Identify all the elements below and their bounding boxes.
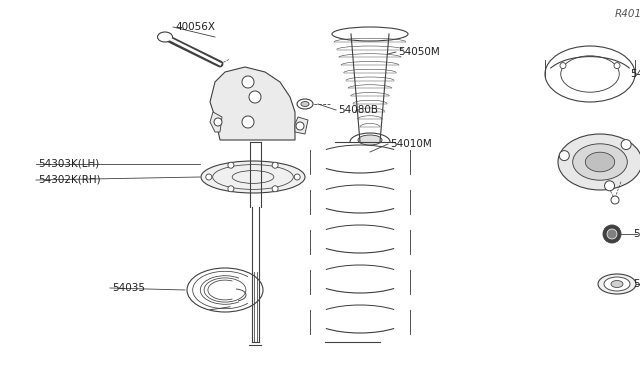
Polygon shape — [210, 67, 295, 140]
Circle shape — [294, 174, 300, 180]
Circle shape — [614, 62, 620, 68]
Text: 54325: 54325 — [630, 69, 640, 79]
Circle shape — [242, 76, 254, 88]
Ellipse shape — [611, 280, 623, 288]
Text: 54035: 54035 — [112, 283, 145, 293]
Circle shape — [607, 229, 617, 239]
Circle shape — [228, 162, 234, 168]
Circle shape — [214, 118, 222, 126]
Text: 54302K(RH): 54302K(RH) — [38, 175, 100, 185]
Ellipse shape — [558, 134, 640, 190]
Text: 54010M: 54010M — [390, 139, 432, 149]
Text: R401002E: R401002E — [615, 9, 640, 19]
Text: 54080B: 54080B — [338, 105, 378, 115]
Text: 54330: 54330 — [633, 279, 640, 289]
Circle shape — [605, 181, 614, 191]
Polygon shape — [210, 112, 222, 132]
Ellipse shape — [201, 161, 305, 193]
Ellipse shape — [586, 152, 614, 172]
Circle shape — [206, 174, 212, 180]
Circle shape — [603, 225, 621, 243]
Circle shape — [560, 62, 566, 68]
Ellipse shape — [358, 135, 382, 145]
Circle shape — [559, 151, 570, 161]
Ellipse shape — [297, 99, 313, 109]
Circle shape — [228, 186, 234, 192]
Circle shape — [296, 122, 304, 130]
Text: 40056X: 40056X — [175, 22, 215, 32]
Circle shape — [611, 196, 619, 204]
Circle shape — [621, 140, 631, 150]
Circle shape — [272, 186, 278, 192]
Circle shape — [272, 162, 278, 168]
Text: 54303K(LH): 54303K(LH) — [38, 159, 99, 169]
Text: 54050M: 54050M — [398, 47, 440, 57]
Circle shape — [242, 116, 254, 128]
Ellipse shape — [604, 277, 630, 291]
Ellipse shape — [598, 274, 636, 294]
Circle shape — [249, 91, 261, 103]
Ellipse shape — [301, 102, 309, 106]
Ellipse shape — [573, 144, 627, 180]
Text: 54589: 54589 — [633, 229, 640, 239]
Ellipse shape — [157, 32, 173, 42]
Polygon shape — [295, 117, 308, 134]
